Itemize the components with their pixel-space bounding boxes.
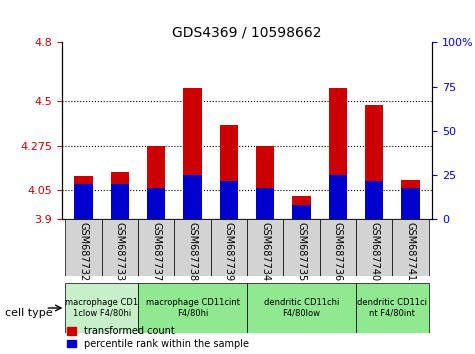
Bar (329, 175, 347, 219)
Text: GSM687734: GSM687734 (260, 222, 270, 281)
Bar (111, 184, 129, 219)
Bar (293, 205, 311, 219)
Text: cell type: cell type (5, 308, 52, 318)
Bar (365, 105, 383, 219)
Text: GSM687736: GSM687736 (333, 222, 343, 281)
FancyBboxPatch shape (102, 219, 138, 276)
FancyBboxPatch shape (211, 219, 247, 276)
Text: GSM687740: GSM687740 (369, 222, 379, 281)
FancyBboxPatch shape (247, 219, 283, 276)
FancyBboxPatch shape (356, 283, 428, 333)
FancyBboxPatch shape (138, 219, 174, 276)
FancyBboxPatch shape (174, 219, 211, 276)
Bar (147, 146, 165, 219)
Bar (183, 88, 201, 219)
Text: GSM687735: GSM687735 (296, 222, 306, 281)
FancyBboxPatch shape (283, 219, 320, 276)
Title: GDS4369 / 10598662: GDS4369 / 10598662 (172, 26, 322, 40)
FancyBboxPatch shape (247, 283, 356, 333)
FancyBboxPatch shape (320, 219, 356, 276)
Bar (75, 176, 93, 219)
Text: GSM687732: GSM687732 (78, 222, 88, 281)
FancyBboxPatch shape (66, 219, 102, 276)
Legend: transformed count, percentile rank within the sample: transformed count, percentile rank withi… (66, 326, 249, 349)
Text: dendritic CD11chi
F4/80low: dendritic CD11chi F4/80low (264, 298, 339, 318)
Text: dendritic CD11ci
nt F4/80int: dendritic CD11ci nt F4/80int (357, 298, 428, 318)
Text: macrophage CD1
1clow F4/80hi: macrophage CD1 1clow F4/80hi (65, 298, 138, 318)
Text: GSM687741: GSM687741 (406, 222, 416, 281)
FancyBboxPatch shape (66, 283, 138, 333)
Text: macrophage CD11cint
F4/80hi: macrophage CD11cint F4/80hi (145, 298, 239, 318)
Text: GSM687738: GSM687738 (188, 222, 198, 281)
Bar (183, 175, 201, 219)
Bar (75, 184, 93, 219)
FancyBboxPatch shape (356, 219, 392, 276)
Bar (256, 146, 274, 219)
Text: GSM687739: GSM687739 (224, 222, 234, 281)
Bar (401, 180, 419, 219)
Bar (147, 188, 165, 219)
Text: GSM687733: GSM687733 (115, 222, 125, 281)
Bar (401, 188, 419, 219)
Bar (365, 181, 383, 219)
Bar (220, 125, 238, 219)
FancyBboxPatch shape (392, 219, 428, 276)
Bar (220, 181, 238, 219)
Bar (329, 88, 347, 219)
Bar (256, 188, 274, 219)
FancyBboxPatch shape (138, 283, 247, 333)
Text: GSM687737: GSM687737 (151, 222, 161, 281)
Bar (293, 196, 311, 219)
Bar (111, 172, 129, 219)
